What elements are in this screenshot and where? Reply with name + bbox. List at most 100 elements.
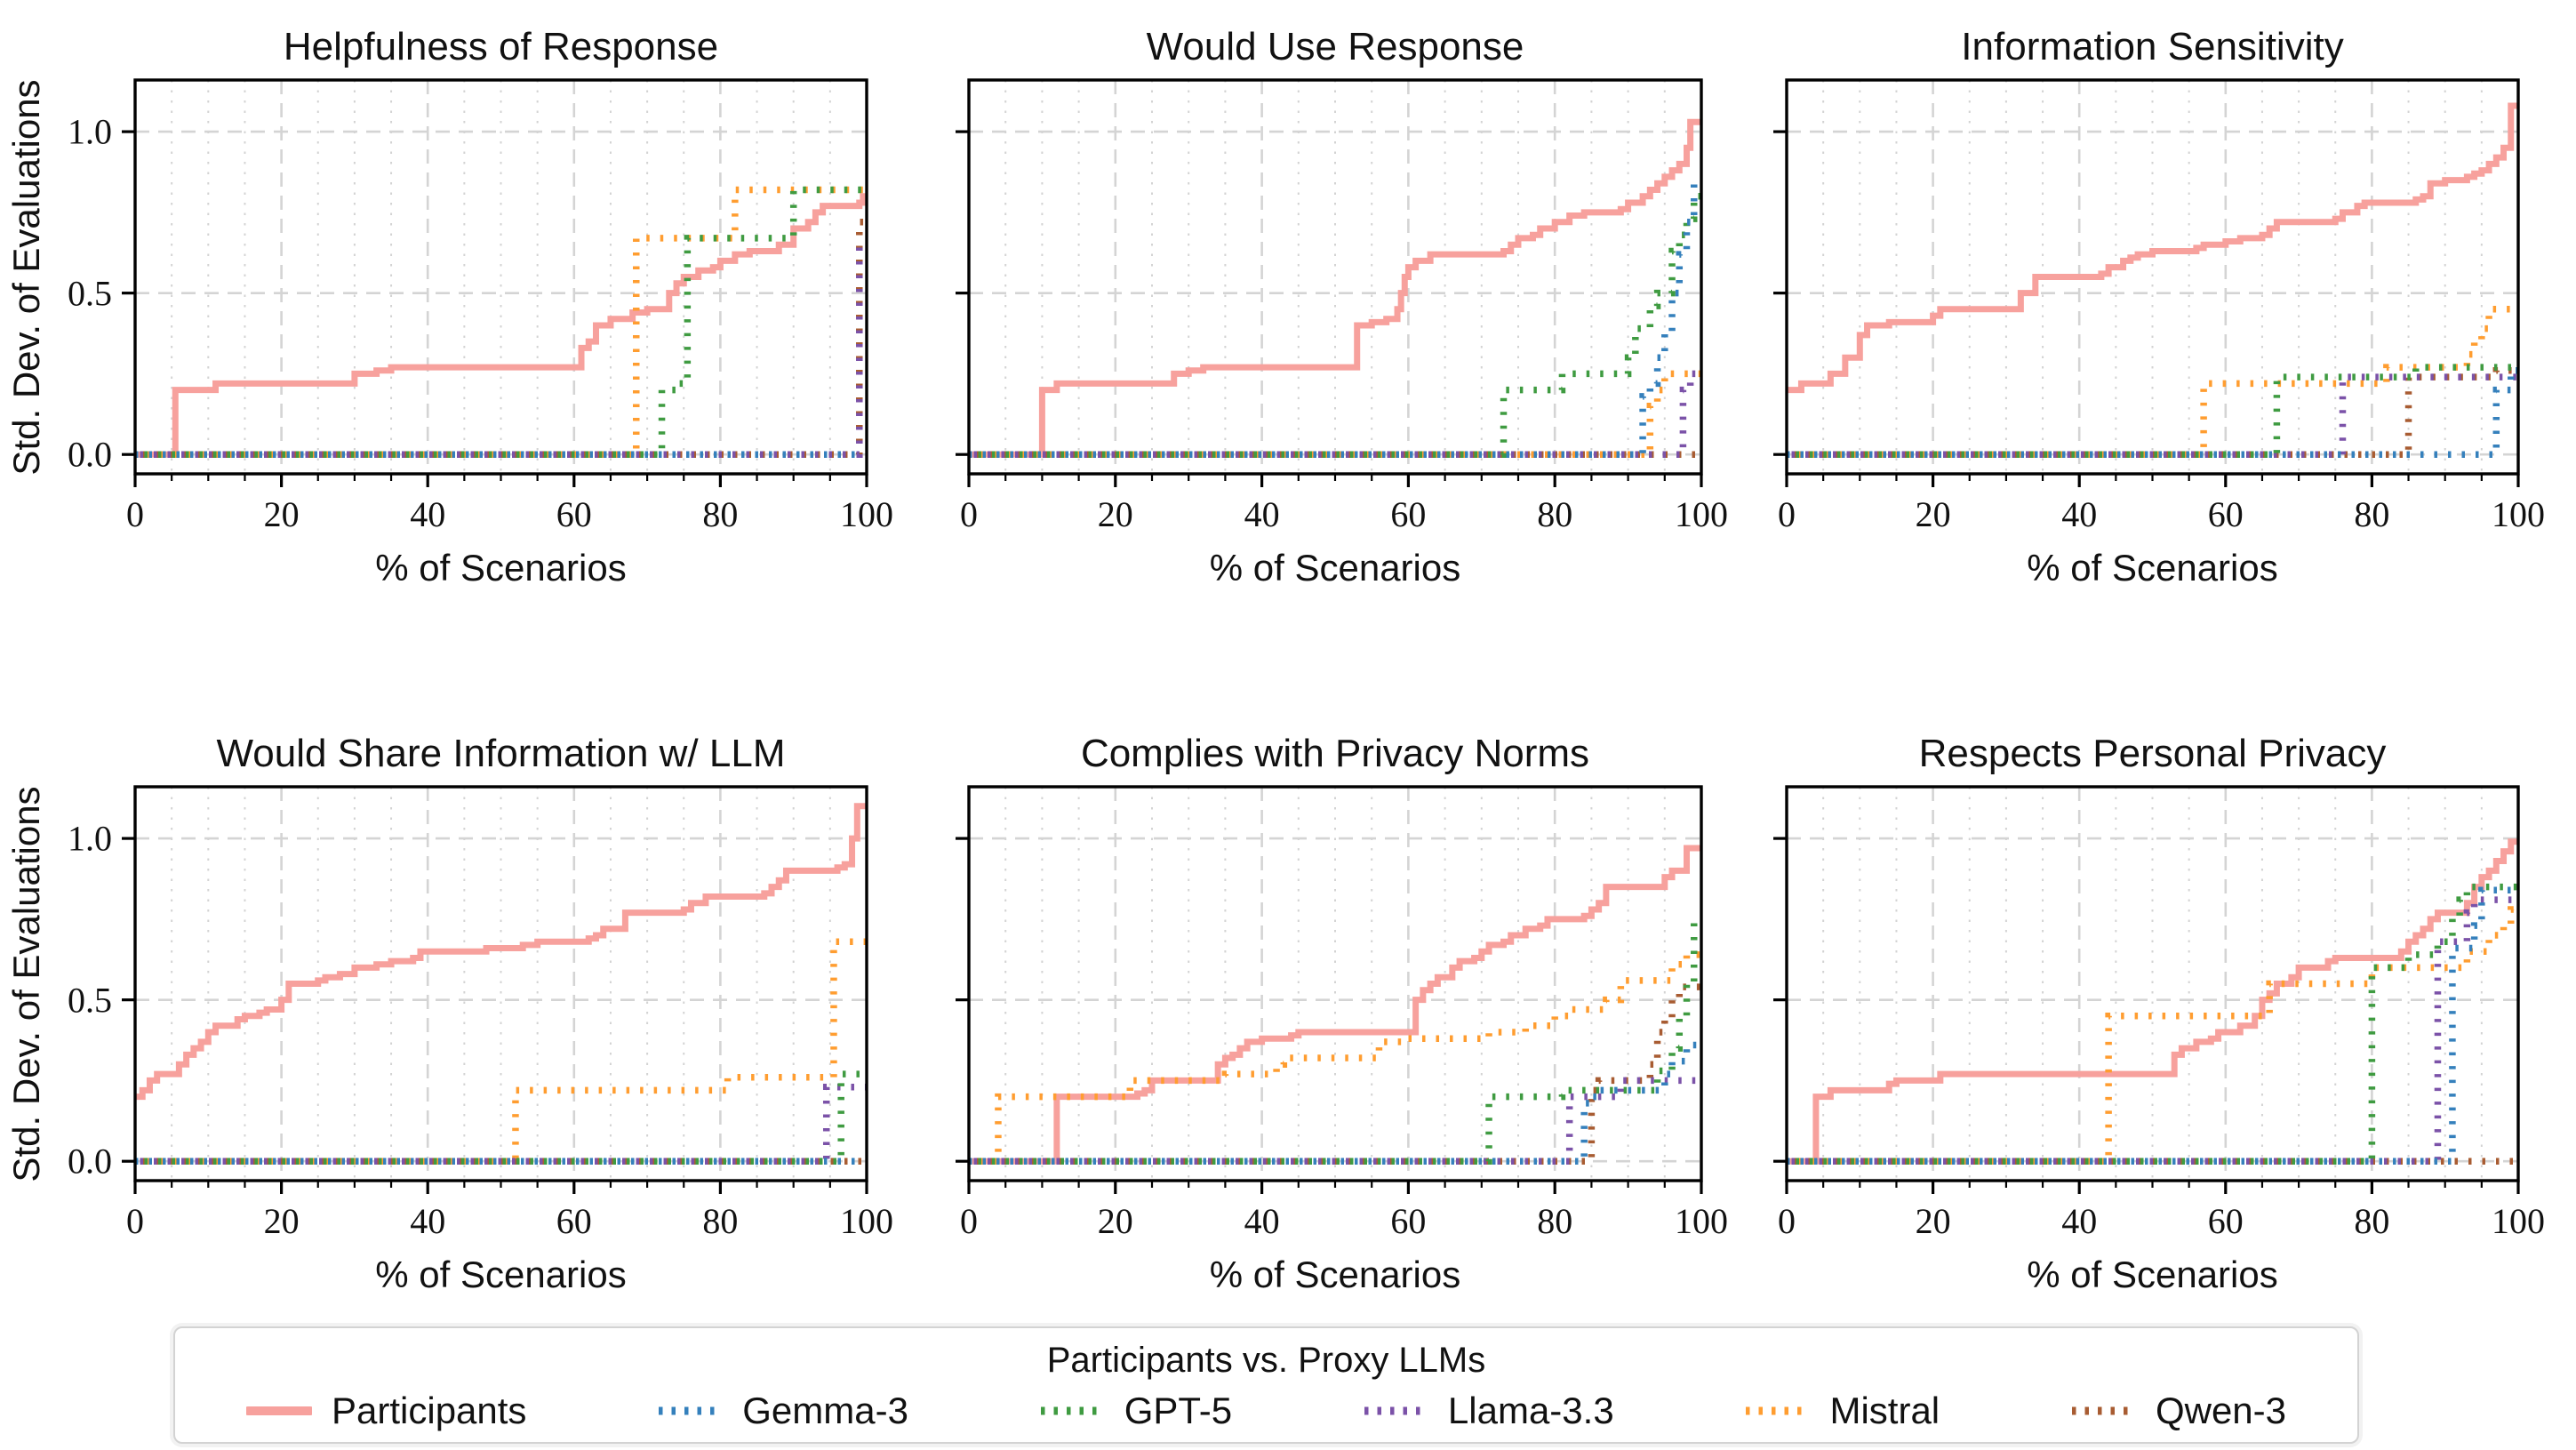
y-tick-label: 1.0 xyxy=(68,818,112,859)
x-tick-label: 40 xyxy=(1244,1201,1280,1241)
x-tick-label: 0 xyxy=(960,494,978,534)
x-tick-label: 0 xyxy=(126,1201,144,1241)
x-axis-label: % of Scenarios xyxy=(375,547,627,589)
plot-area xyxy=(956,78,1703,487)
x-tick-label: 0 xyxy=(126,494,144,534)
x-tick-label: 40 xyxy=(2061,1201,2098,1241)
x-tick-label: 40 xyxy=(410,1201,446,1241)
x-tick-label: 80 xyxy=(702,494,739,534)
legend-label: Qwen-3 xyxy=(2155,1390,2286,1431)
x-tick-label: 60 xyxy=(1390,1201,1427,1241)
legend-label: Gemma-3 xyxy=(742,1390,908,1431)
series-qwen-3 xyxy=(969,983,1701,1165)
x-tick-label: 100 xyxy=(2492,1201,2545,1241)
legend-swatch-solid-line xyxy=(246,1406,312,1415)
series-participants xyxy=(1787,838,2518,1165)
y-axis-label: Std. Dev. of Evaluations xyxy=(5,785,47,1182)
chart-title: Would Use Response xyxy=(1146,25,1524,68)
series-llama-3.3 xyxy=(135,1083,867,1165)
legend-swatch-dotted-line xyxy=(2071,1406,2134,1415)
legend-label: GPT-5 xyxy=(1124,1390,1233,1431)
series-participants xyxy=(1787,102,2518,394)
chart-title: Would Share Information w/ LLM xyxy=(216,732,786,775)
legend-label: Llama-3.3 xyxy=(1447,1390,1614,1431)
x-tick-label: 60 xyxy=(556,494,592,534)
plot-border xyxy=(1785,78,2520,476)
x-tick-label: 60 xyxy=(2207,494,2244,534)
y-tick-label: 0.5 xyxy=(68,980,112,1021)
series-qwen-3 xyxy=(135,219,867,458)
x-tick-label: 80 xyxy=(2354,1201,2390,1241)
legend-label: Participants xyxy=(332,1390,527,1431)
legend-swatch-dotted-line xyxy=(1746,1406,1809,1415)
y-axis-label: Std. Dev. of Evaluations xyxy=(5,78,47,476)
x-tick-label: 80 xyxy=(702,1201,739,1241)
series-participants xyxy=(969,118,1701,458)
series-participants xyxy=(135,193,867,458)
series-gemma-3 xyxy=(1787,367,2518,458)
chart-title: Complies with Privacy Norms xyxy=(1080,732,1590,775)
legend-item-llama-3.3: Llama-3.3 xyxy=(1363,1390,1614,1432)
x-tick-label: 60 xyxy=(556,1201,592,1241)
chart-title: Information Sensitivity xyxy=(1961,25,2344,68)
series-mistral xyxy=(969,370,1701,458)
plot-border xyxy=(133,78,868,476)
x-axis-label: % of Scenarios xyxy=(375,1254,627,1295)
x-tick-label: 60 xyxy=(1390,494,1427,534)
series-mistral xyxy=(1787,306,2518,458)
y-tick-label: 1.0 xyxy=(68,111,112,152)
plot-area xyxy=(122,785,868,1194)
chart-title: Respects Personal Privacy xyxy=(1918,732,2387,775)
x-tick-label: 80 xyxy=(2354,494,2390,534)
series-mistral xyxy=(1787,906,2518,1165)
legend: Participants vs. Proxy LLMs Participants… xyxy=(173,1326,2359,1444)
x-tick-label: 0 xyxy=(960,1201,978,1241)
series-mistral xyxy=(135,186,867,458)
x-tick-label: 20 xyxy=(263,494,300,534)
series-gpt-5 xyxy=(135,186,867,458)
legend-label: Mistral xyxy=(1829,1390,1940,1431)
x-axis-label: % of Scenarios xyxy=(1209,1254,1461,1295)
legend-swatch-dotted-line xyxy=(1040,1406,1103,1415)
y-tick-label: 0.5 xyxy=(68,273,112,314)
series-participants xyxy=(135,803,867,1101)
x-tick-label: 20 xyxy=(1097,494,1133,534)
plot-border xyxy=(133,785,868,1182)
plot-border xyxy=(967,78,1703,476)
x-tick-label: 100 xyxy=(1675,494,1728,534)
series-qwen-3 xyxy=(1787,367,2518,458)
plot-area xyxy=(122,78,868,487)
series-gpt-5 xyxy=(1787,883,2518,1165)
series-gemma-3 xyxy=(1787,886,2518,1165)
x-axis-label: % of Scenarios xyxy=(1209,547,1461,589)
series-mistral xyxy=(135,938,867,1165)
x-tick-label: 40 xyxy=(2061,494,2098,534)
x-axis-label: % of Scenarios xyxy=(2027,547,2278,589)
legend-swatch-dotted-line xyxy=(659,1406,722,1415)
x-tick-label: 20 xyxy=(263,1201,300,1241)
series-mistral xyxy=(969,951,1701,1165)
x-axis-label: % of Scenarios xyxy=(2027,1254,2278,1295)
series-gpt-5 xyxy=(135,1070,867,1165)
legend-item-gpt-5: GPT-5 xyxy=(1039,1390,1232,1432)
series-llama-3.3 xyxy=(1787,896,2518,1165)
plot-area xyxy=(1773,78,2520,487)
x-tick-label: 60 xyxy=(2207,1201,2244,1241)
legend-title: Participants vs. Proxy LLMs xyxy=(1046,1341,1486,1380)
x-tick-label: 80 xyxy=(1537,1201,1573,1241)
plot-area xyxy=(956,785,1703,1194)
x-tick-label: 100 xyxy=(840,494,893,534)
legend-item-qwen-3: Qwen-3 xyxy=(2070,1390,2286,1432)
x-tick-label: 0 xyxy=(1778,494,1796,534)
x-tick-label: 100 xyxy=(1675,1201,1728,1241)
plot-border xyxy=(967,785,1703,1182)
x-tick-label: 40 xyxy=(1244,494,1280,534)
x-tick-label: 20 xyxy=(1915,494,1951,534)
x-tick-label: 100 xyxy=(2492,494,2545,534)
series-gemma-3 xyxy=(969,1041,1701,1165)
x-tick-label: 20 xyxy=(1097,1201,1133,1241)
x-tick-label: 20 xyxy=(1915,1201,1951,1241)
x-tick-label: 40 xyxy=(410,494,446,534)
series-participants xyxy=(969,845,1701,1165)
